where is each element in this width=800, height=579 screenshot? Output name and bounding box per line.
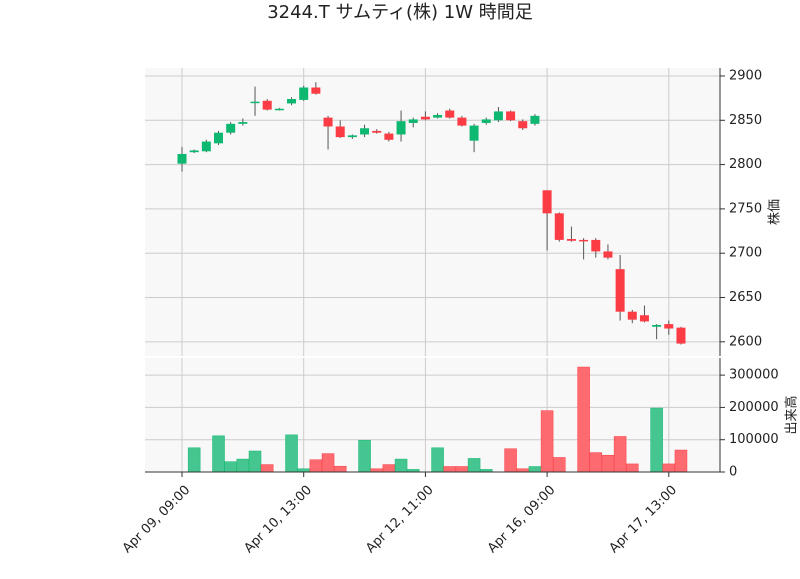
volume-bar — [260, 464, 274, 473]
volume-tick-label: 100000 — [729, 432, 779, 447]
volume-bar — [528, 466, 542, 473]
candle-body — [238, 122, 248, 124]
candle-body — [274, 108, 284, 111]
candle-body — [591, 239, 601, 252]
volume-bar — [589, 452, 603, 473]
y-tick-label: 2650 — [729, 290, 762, 305]
volume-bar — [540, 410, 554, 473]
volume-bar — [212, 435, 225, 473]
candle-body — [396, 121, 406, 135]
volume-bar — [504, 448, 517, 473]
volume-tick-label: 200000 — [729, 400, 779, 415]
volume-bar — [455, 466, 469, 473]
volume-bar — [333, 465, 347, 473]
candle-body — [566, 239, 576, 241]
candle-body — [250, 101, 260, 104]
candle-body — [347, 135, 357, 138]
candle-body — [214, 132, 224, 144]
candle-body — [299, 87, 309, 100]
volume-bar — [626, 463, 639, 473]
candle-body — [262, 100, 272, 110]
volume-bar — [601, 454, 615, 473]
y-tick-label: 2700 — [729, 246, 762, 261]
candle-body — [420, 116, 430, 120]
x-tick-label: Apr 10, 13:00 — [242, 483, 315, 556]
candle-body — [506, 111, 516, 121]
candle-body — [177, 153, 187, 164]
candle-body — [554, 213, 564, 240]
candle-body — [664, 324, 674, 329]
candle-body — [493, 111, 503, 121]
volume-bar — [309, 459, 323, 473]
volume-bar — [236, 458, 250, 473]
volume-bar — [285, 434, 298, 473]
volume-bar — [321, 453, 335, 473]
volume-bar — [662, 463, 676, 473]
x-tick-label: Apr 16, 09:00 — [485, 483, 558, 556]
volume-bar — [553, 457, 566, 473]
candle-body — [372, 130, 382, 133]
volume-bar — [674, 449, 688, 473]
candle-body — [481, 119, 491, 123]
chart-title: 3244.T サムティ(株) 1W 時間足 — [267, 2, 533, 23]
candle-body — [530, 115, 540, 124]
candle-body — [579, 239, 589, 242]
y-tick-label: 2800 — [729, 157, 762, 172]
candle-body — [457, 117, 467, 126]
y-tick-label: 2850 — [729, 113, 762, 128]
volume-tick-label: 0 — [729, 465, 737, 480]
candle-body — [542, 190, 552, 214]
candle-body — [360, 128, 370, 135]
volume-bar — [224, 461, 237, 473]
candle-body — [433, 114, 443, 118]
volume-bar — [358, 440, 371, 473]
volume-axis-label: 出来高 — [784, 395, 800, 434]
volume-bar — [248, 450, 262, 473]
y-axis-label: 株価 — [768, 199, 783, 225]
candle-body — [335, 126, 345, 138]
x-tick-label: Apr 17, 13:00 — [607, 483, 680, 556]
candle-body — [627, 311, 637, 320]
x-tick-label: Apr 12, 11:00 — [363, 483, 436, 556]
volume-bar — [650, 407, 663, 473]
candle-body — [469, 125, 479, 141]
y-tick-label: 2900 — [729, 68, 762, 83]
candle-body — [518, 121, 528, 129]
volume-bar — [431, 447, 444, 473]
candle-body — [676, 327, 686, 344]
volume-bar — [467, 458, 481, 473]
candle-body — [639, 315, 649, 322]
y-tick-label: 2750 — [729, 201, 762, 216]
candle-body — [603, 251, 613, 258]
candle-body — [323, 117, 333, 127]
volume-bar — [187, 447, 201, 473]
x-tick-label: Apr 09, 09:00 — [120, 483, 193, 556]
candle-body — [201, 141, 211, 152]
candle-body — [652, 324, 662, 327]
candle-body — [287, 99, 297, 104]
volume-tick-label: 300000 — [729, 368, 779, 383]
volume-bar — [613, 436, 627, 473]
volume-bar — [577, 366, 590, 473]
y-tick-label: 2600 — [729, 334, 762, 349]
volume-bar — [443, 466, 456, 473]
candle-body — [445, 110, 455, 118]
volume-bar — [382, 464, 396, 473]
candle-body — [226, 123, 236, 133]
candle-body — [384, 133, 394, 140]
candle-body — [311, 87, 321, 94]
candle-body — [408, 119, 418, 123]
candle-body — [189, 150, 199, 153]
volume-bar — [394, 458, 408, 473]
candle-body — [615, 269, 625, 312]
